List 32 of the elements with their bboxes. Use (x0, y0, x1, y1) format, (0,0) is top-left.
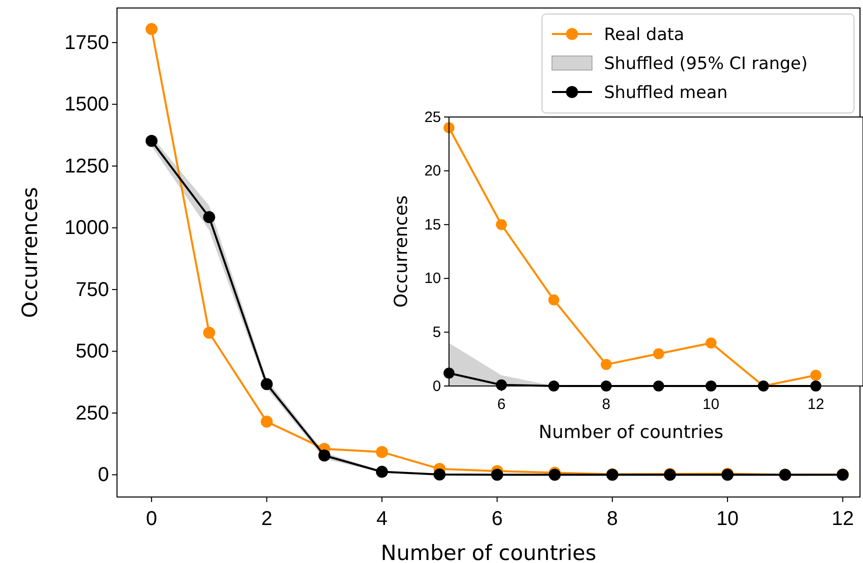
x-tick-label: 8 (606, 508, 618, 530)
x-tick-label: 6 (492, 508, 503, 530)
y-tick-label: 15 (424, 216, 441, 234)
x-tick-label: 2 (261, 508, 272, 530)
x-tick-label: 4 (376, 508, 388, 530)
x-tick-label: 12 (832, 508, 854, 530)
x-tick-label: 8 (602, 396, 610, 413)
annotation: Shuffled (95% CI range) (604, 54, 808, 74)
x-axis-title: Number of countries (538, 422, 724, 443)
y-axis-title: Occurrences (18, 186, 42, 318)
y-tick-label: 500 (76, 340, 109, 363)
y-tick-label: 0 (98, 464, 109, 486)
x-tick-label: 0 (146, 508, 158, 530)
y-tick-label: 0 (432, 378, 441, 395)
y-tick-label: 1750 (64, 32, 109, 54)
y-tick-label: 250 (76, 402, 109, 424)
x-tick-label: 10 (702, 396, 720, 413)
y-tick-label: 1500 (64, 94, 109, 116)
x-tick-label: 12 (807, 396, 824, 413)
x-tick-label: 10 (716, 508, 739, 530)
x-axis-title: Number of countries (380, 541, 596, 563)
legend-label: Shuffled mean (604, 83, 728, 103)
y-tick-label: 20 (424, 162, 441, 180)
y-tick-label: 1250 (64, 155, 109, 178)
y-tick-label: 5 (432, 324, 441, 341)
y-tick-label: 750 (76, 278, 109, 301)
legend-label: Real data (604, 25, 684, 45)
y-axis-title: Occurrences (391, 195, 412, 308)
x-tick-label: 6 (497, 396, 506, 413)
y-tick-label: 10 (424, 270, 441, 288)
y-tick-label: 1000 (64, 217, 109, 240)
y-tick-label: 25 (424, 108, 441, 126)
